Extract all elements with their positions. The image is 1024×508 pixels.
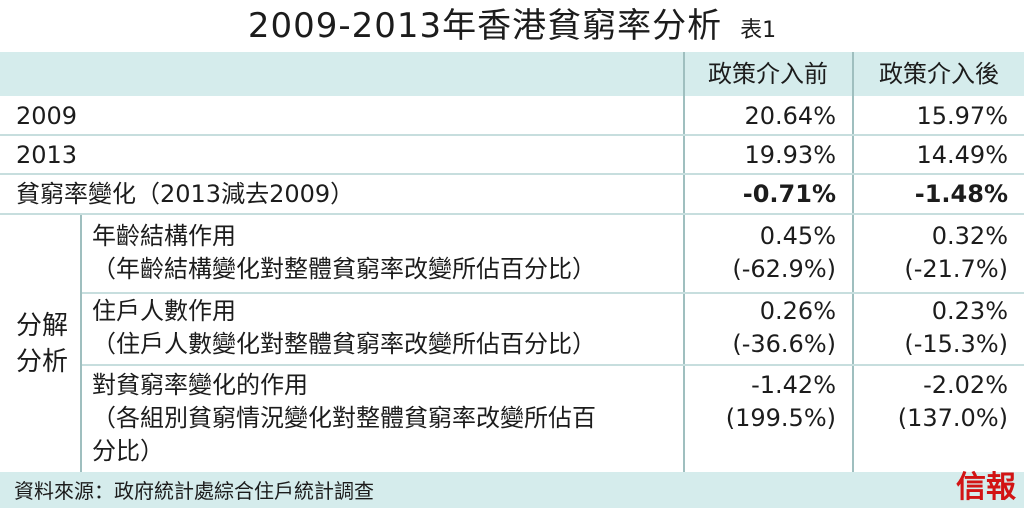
row-divider [0,213,1024,215]
column-divider-1 [683,52,685,472]
value-poverty-before-pct: (199.5%) [725,404,836,432]
value-change-after: -1.48% [914,180,1008,208]
value-household-after-pct: (-15.3%) [904,330,1008,358]
row-label-2013: 2013 [16,141,78,169]
item-label-poverty-effect: 對貧窮率變化的作用 [92,371,308,399]
row-label-2009: 2009 [16,102,78,130]
footer-band [0,472,1024,508]
value-household-after: 0.23% [931,297,1008,325]
column-divider-2 [852,52,854,472]
value-age-after-pct: (-21.7%) [904,255,1008,283]
value-poverty-after-pct: (137.0%) [897,404,1008,432]
item-label-household-size: 住戶人數作用 [92,297,236,325]
row-divider [82,364,1024,366]
value-poverty-after: -2.02% [923,371,1008,399]
row-divider [0,134,1024,136]
value-household-before: 0.26% [759,297,836,325]
group-divider [80,215,82,472]
value-age-after: 0.32% [931,222,1008,250]
decomposition-group-label: 分解 分析 [12,308,72,380]
item-note-household-size: （住戶人數變化對整體貧窮率改變所佔百分比） [92,330,596,358]
row-divider [0,173,1024,175]
row-label-change: 貧窮率變化（2013減去2009） [16,180,355,208]
group-label-line2: 分析 [15,347,68,377]
publisher-logo: 信報 [956,470,1016,505]
value-2009-before: 20.64% [744,102,836,130]
value-2009-after: 15.97% [916,102,1008,130]
value-2013-after: 14.49% [916,141,1008,169]
item-note-poverty-effect-cont: 分比） [92,437,164,465]
group-label-line1: 分解 [15,311,68,341]
table-title: 2009-2013年香港貧窮率分析 [247,6,723,46]
column-header-before: 政策介入前 [708,60,828,88]
title-bar: 2009-2013年香港貧窮率分析 表1 [0,0,1024,52]
source-note: 資料來源：政府統計處綜合住戶統計調查 [14,479,374,503]
item-note-age-structure: （年齡結構變化對整體貧窮率改變所佔百分比） [92,255,596,283]
item-label-age-structure: 年齡結構作用 [92,222,236,250]
value-age-before-pct: (-62.9%) [732,255,836,283]
row-divider [82,292,1024,294]
value-age-before: 0.45% [759,222,836,250]
value-change-before: -0.71% [742,180,836,208]
value-household-before-pct: (-36.6%) [732,330,836,358]
column-header-after: 政策介入後 [879,60,999,88]
value-poverty-before: -1.42% [751,371,836,399]
table-number: 表1 [740,18,777,43]
item-note-poverty-effect: （各組別貧窮情況變化對整體貧窮率改變所佔百 [92,404,596,432]
value-2013-before: 19.93% [744,141,836,169]
